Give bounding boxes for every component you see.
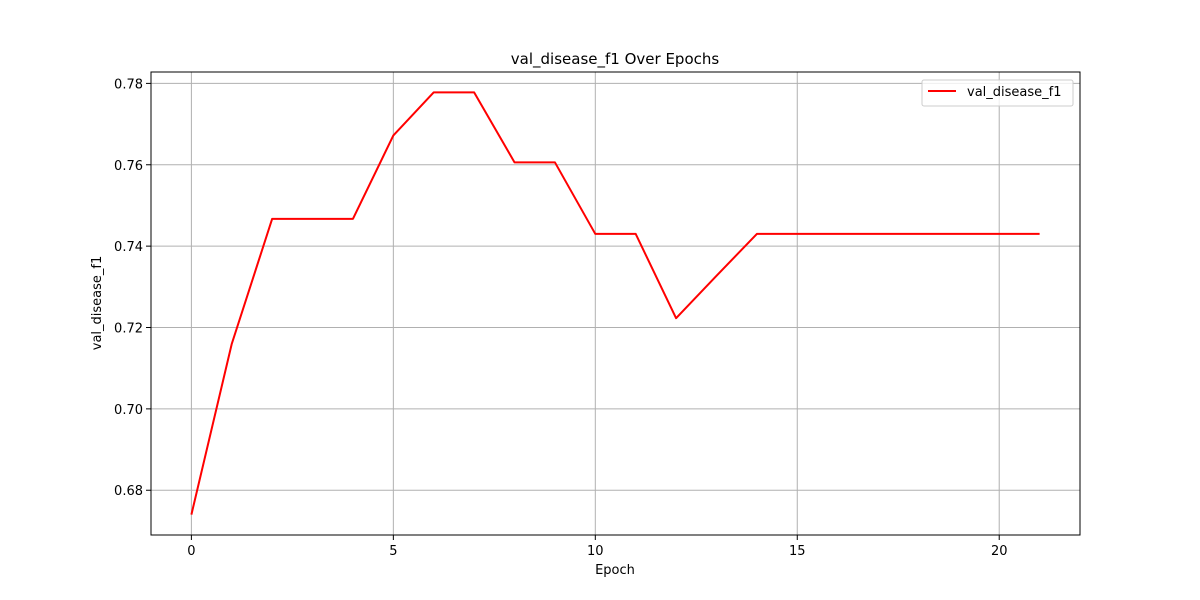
- y-tick-label: 0.72: [114, 322, 143, 337]
- x-tick-label: 20: [991, 544, 1008, 559]
- x-tick-label: 15: [789, 544, 806, 559]
- x-tick-label: 10: [587, 544, 604, 559]
- x-axis-ticks: 0 5 10 15 20: [187, 535, 1007, 559]
- x-tick-label: 5: [389, 544, 397, 559]
- legend-label: val_disease_f1: [967, 85, 1062, 100]
- x-axis-label: Epoch: [595, 563, 635, 578]
- y-tick-label: 0.78: [114, 77, 143, 92]
- series-line-val-disease-f1: [190, 91, 1040, 515]
- y-tick-label: 0.76: [114, 159, 143, 174]
- y-axis-ticks: 0.68 0.70 0.72 0.74 0.76 0.78: [114, 77, 151, 499]
- chart-title: val_disease_f1 Over Epochs: [511, 50, 720, 69]
- y-axis-label: val_disease_f1: [90, 256, 105, 351]
- series-layer: [190, 91, 1040, 515]
- y-tick-label: 0.70: [114, 403, 143, 418]
- y-tick-label: 0.68: [114, 484, 143, 499]
- legend-box: [921, 79, 1074, 107]
- legend: val_disease_f1: [921, 79, 1074, 107]
- x-tick-label: 0: [187, 544, 195, 559]
- plot-frame: [150, 71, 1081, 536]
- y-tick-label: 0.74: [114, 240, 143, 255]
